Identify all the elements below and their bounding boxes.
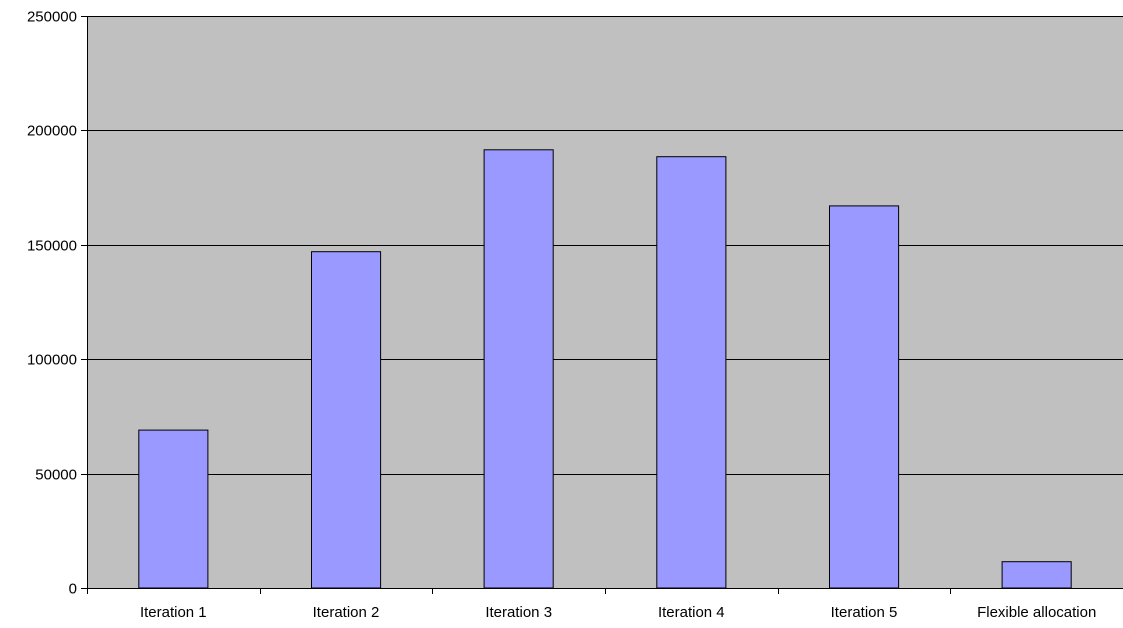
- y-tick-label: 200000: [27, 123, 77, 140]
- y-tick-label: 100000: [27, 352, 77, 369]
- bars: [138, 149, 1072, 589]
- x-category-label: Iteration 5: [831, 604, 898, 621]
- y-tick-label: 250000: [27, 9, 77, 26]
- x-category-labels: Iteration 1 Iteration 2 Iteration 3 Iterati…: [140, 604, 1096, 621]
- bar-iteration-1: [138, 429, 209, 589]
- bar-iteration-3: [483, 149, 554, 589]
- y-tick-label: 0: [69, 581, 77, 598]
- y-tick-labels: 0 50000 100000 150000 200000 250000: [27, 9, 77, 598]
- y-tick-label: 50000: [35, 467, 77, 484]
- x-category-label: Iteration 4: [658, 604, 725, 621]
- x-category-label: Iteration 2: [313, 604, 380, 621]
- bar-iteration-4: [656, 156, 727, 589]
- gridlines: [87, 16, 1123, 475]
- bar-iteration-2: [311, 251, 382, 589]
- bar-iteration-5: [829, 205, 900, 589]
- y-tick-label: 150000: [27, 238, 77, 255]
- bar-flexible-allocation: [1001, 561, 1072, 589]
- x-category-label: Flexible allocation: [977, 604, 1096, 621]
- x-category-label: Iteration 3: [485, 604, 552, 621]
- axes: [81, 16, 1123, 594]
- plot-area: [87, 16, 1123, 588]
- x-category-label: Iteration 1: [140, 604, 207, 621]
